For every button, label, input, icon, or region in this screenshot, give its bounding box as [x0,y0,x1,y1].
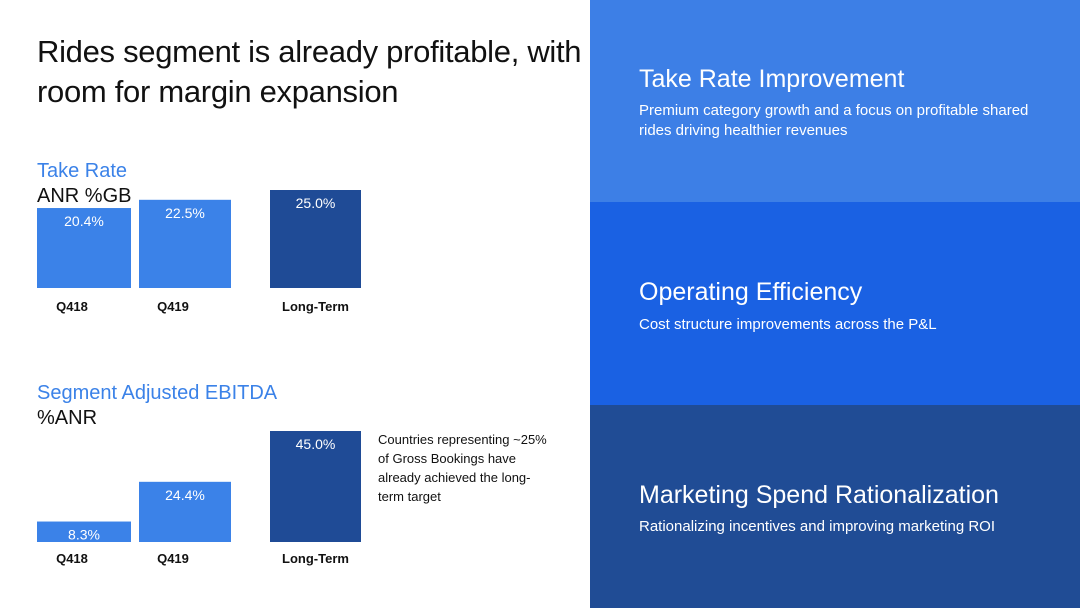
bar-q419 [139,199,231,288]
panel-operating-efficiency: Operating Efficiency Cost structure impr… [590,202,1080,405]
panel-heading: Marketing Spend Rationalization [639,481,999,509]
x-tick-label: Long-Term [282,299,349,314]
take-rate-chart: 20.4% Q418 22.5% Q419 25.0% Long-Term [37,190,361,314]
bar-value-label: 25.0% [296,195,336,211]
bar-q418 [37,521,131,542]
take-rate-chart-subtitle: ANR %GB [37,185,132,207]
bar-long-term [270,190,361,288]
panel-text: Rationalizing incentives and improving m… [639,518,996,535]
bar-q418 [37,208,131,288]
page-title: Rides segment is already profitable, wit… [37,34,582,109]
ebitda-chart: 8.3% Q418 24.4% Q419 45.0% Long-Term [37,431,361,566]
x-tick-label: Q419 [157,551,189,566]
panel-heading: Operating Efficiency [639,278,863,306]
x-tick-label: Q418 [56,551,88,566]
x-tick-label: Q418 [56,299,88,314]
bar-value-label: 22.5% [165,205,205,221]
bar-value-label: 20.4% [64,213,104,229]
panel-take-rate-improvement: Take Rate Improvement Premium category g… [590,0,1080,202]
take-rate-chart-title: Take Rate [37,160,128,182]
panel-marketing-spend: Marketing Spend Rationalization Rational… [590,405,1080,608]
panel-text: Premium category growth and a focus on p… [639,102,1029,139]
bar-long-term [270,431,361,542]
panel-heading: Take Rate Improvement [639,65,905,93]
countries-note: Countries representing ~25% of Gross Boo… [378,432,547,504]
panel-text: Cost structure improvements across the P… [639,316,937,333]
ebitda-chart-subtitle: %ANR [37,407,98,429]
bar-q419 [139,481,231,542]
x-tick-label: Long-Term [282,551,349,566]
bar-value-label: 24.4% [165,487,205,503]
x-tick-label: Q419 [157,299,189,314]
bar-value-label: 8.3% [68,527,100,543]
ebitda-chart-title: Segment Adjusted EBITDA [37,382,278,404]
bar-value-label: 45.0% [296,436,336,452]
